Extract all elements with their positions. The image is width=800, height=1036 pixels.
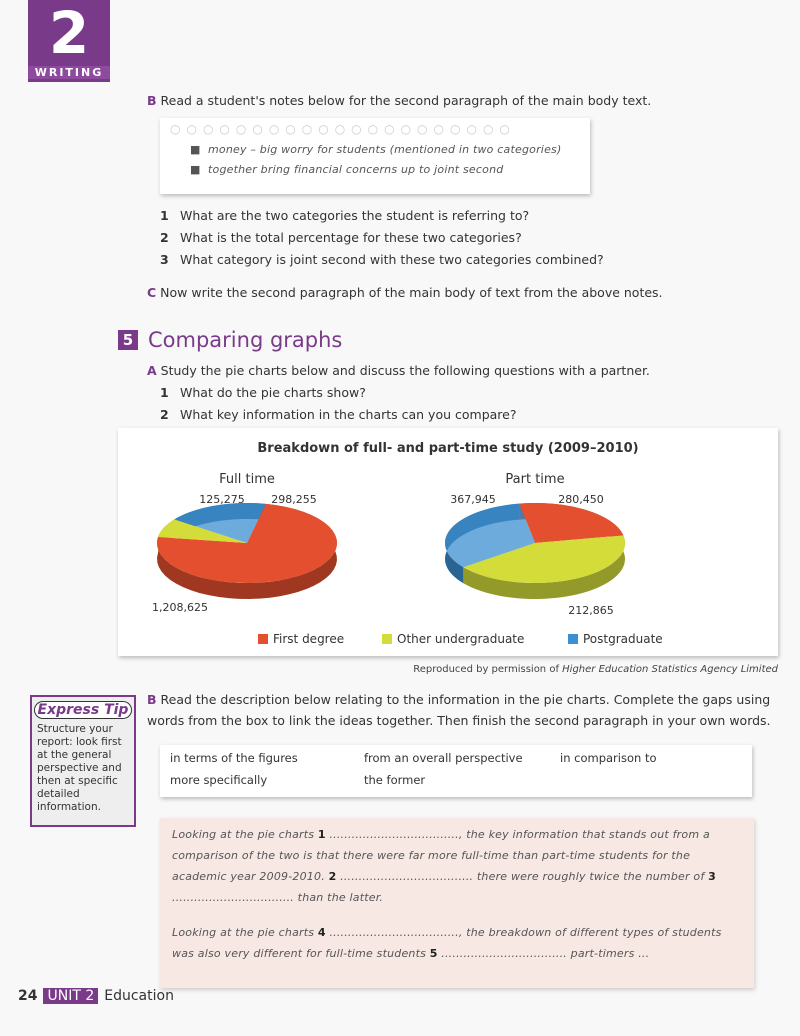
note-item: ■ money – big worry for students (mentio… (190, 143, 562, 156)
pie-side-other-undergraduate (463, 535, 625, 599)
paragraph-text: Looking at the pie charts (172, 828, 318, 841)
gap-number: 5 (429, 947, 438, 960)
pie-chart-full-time: Full time 1,208,625 125,275 298,255 (152, 472, 337, 614)
section-b-instruction: B Read a student's notes below for the s… (147, 93, 652, 108)
legend-item: Other undergraduate (382, 632, 524, 646)
legend-swatch (382, 634, 392, 644)
pie-slice-other-undergraduate (158, 519, 247, 543)
pie-slice-postgraduate (445, 503, 535, 568)
unit-number: 2 (48, 0, 90, 67)
gap-number: 1 (317, 828, 326, 841)
unit-label: WRITING (28, 66, 110, 79)
word-option: from an overall perspective (364, 751, 523, 765)
unit-badge: 2 WRITING (28, 0, 110, 82)
spiral-holes: ○○○○○○○○○○○○○○○○○○○○○ (170, 122, 516, 136)
legend-item: Postgraduate (568, 632, 663, 646)
paragraph-text: Looking at the pie charts (172, 926, 318, 939)
section-5-heading: 5 Comparing graphs (118, 328, 342, 352)
slice-value-label: 125,275 (199, 493, 245, 506)
slice-value-label: 367,945 (450, 493, 496, 506)
legend-label: Other undergraduate (397, 632, 524, 646)
word-option: the former (364, 773, 426, 787)
gap-number: 4 (317, 926, 326, 939)
paragraph-text: ..................................., the… (172, 828, 710, 883)
pie-slice-first-degree (156, 503, 337, 583)
legend-label: First degree (273, 632, 344, 646)
section-title: Comparing graphs (148, 328, 343, 352)
note-item: ■ together bring financial concerns up t… (190, 163, 504, 176)
legend-swatch (568, 634, 578, 644)
footer-topic: Education (104, 988, 174, 1004)
section-b2-instruction: B Read the description below relating to… (147, 692, 771, 728)
pie-slice-postgraduate (174, 503, 266, 543)
paragraph-text: ................................. than t… (172, 891, 384, 904)
footer: 24 UNIT 2 Education (18, 988, 174, 1004)
chart-title: Breakdown of full- and part-time study (… (257, 441, 638, 456)
pie-chart-part-time: Part time 212,865 367,945 280,450 (445, 472, 625, 617)
section-number: 5 (118, 330, 138, 350)
tip-title: Express Tip (34, 701, 132, 719)
word-option: more specifically (170, 773, 268, 787)
section-c-instruction: C Now write the second paragraph of the … (147, 285, 663, 300)
paragraph-2: Looking at the pie charts 4 ............… (172, 922, 742, 964)
express-tip: Express Tip Structure your report: look … (30, 695, 136, 827)
paragraph-text: .................................. part-… (437, 947, 650, 960)
word-option: in terms of the figures (170, 751, 298, 765)
paragraph-text: ..................................., the… (172, 926, 722, 960)
word-option: in comparison to (560, 751, 657, 765)
slice-value-label: 298,255 (271, 493, 317, 506)
student-notes: ○○○○○○○○○○○○○○○○○○○○○ ■ money – big worr… (160, 118, 590, 194)
footer-unit: UNIT 2 (43, 988, 99, 1004)
credit: Reproduced by permission of Higher Educa… (413, 664, 778, 675)
pie-chart-panel: Breakdown of full- and part-time study (… (118, 428, 778, 656)
paragraph-1: Looking at the pie charts 1 ............… (172, 824, 742, 908)
legend-item: First degree (258, 632, 344, 646)
questions-b: 1 What are the two categories the student… (160, 208, 604, 267)
pie-title: Part time (505, 472, 564, 487)
tip-text: Structure your report: look first at the… (37, 723, 122, 813)
pie-charts: Breakdown of full- and part-time study (… (152, 441, 663, 646)
legend-label: Postgraduate (583, 632, 663, 646)
gap-number: 2 (328, 870, 337, 883)
legend-swatch (258, 634, 268, 644)
pie-title: Full time (219, 472, 275, 487)
slice-value-label: 280,450 (558, 493, 604, 506)
section-5a: A Study the pie charts below and discuss… (147, 363, 650, 422)
gap-fill-text: Looking at the pie charts 1 ............… (160, 818, 754, 988)
paragraph-text: .................................... the… (336, 870, 709, 883)
word-box: in terms of the figures from an overall … (160, 745, 752, 797)
pie-slice-first-degree (519, 503, 624, 543)
pie-slice-other-undergraduate (463, 535, 625, 583)
gap-number: 3 (708, 870, 716, 883)
slice-value-label: 1,208,625 (152, 601, 208, 614)
page-number: 24 (18, 988, 38, 1004)
slice-value-label: 212,865 (568, 604, 614, 617)
